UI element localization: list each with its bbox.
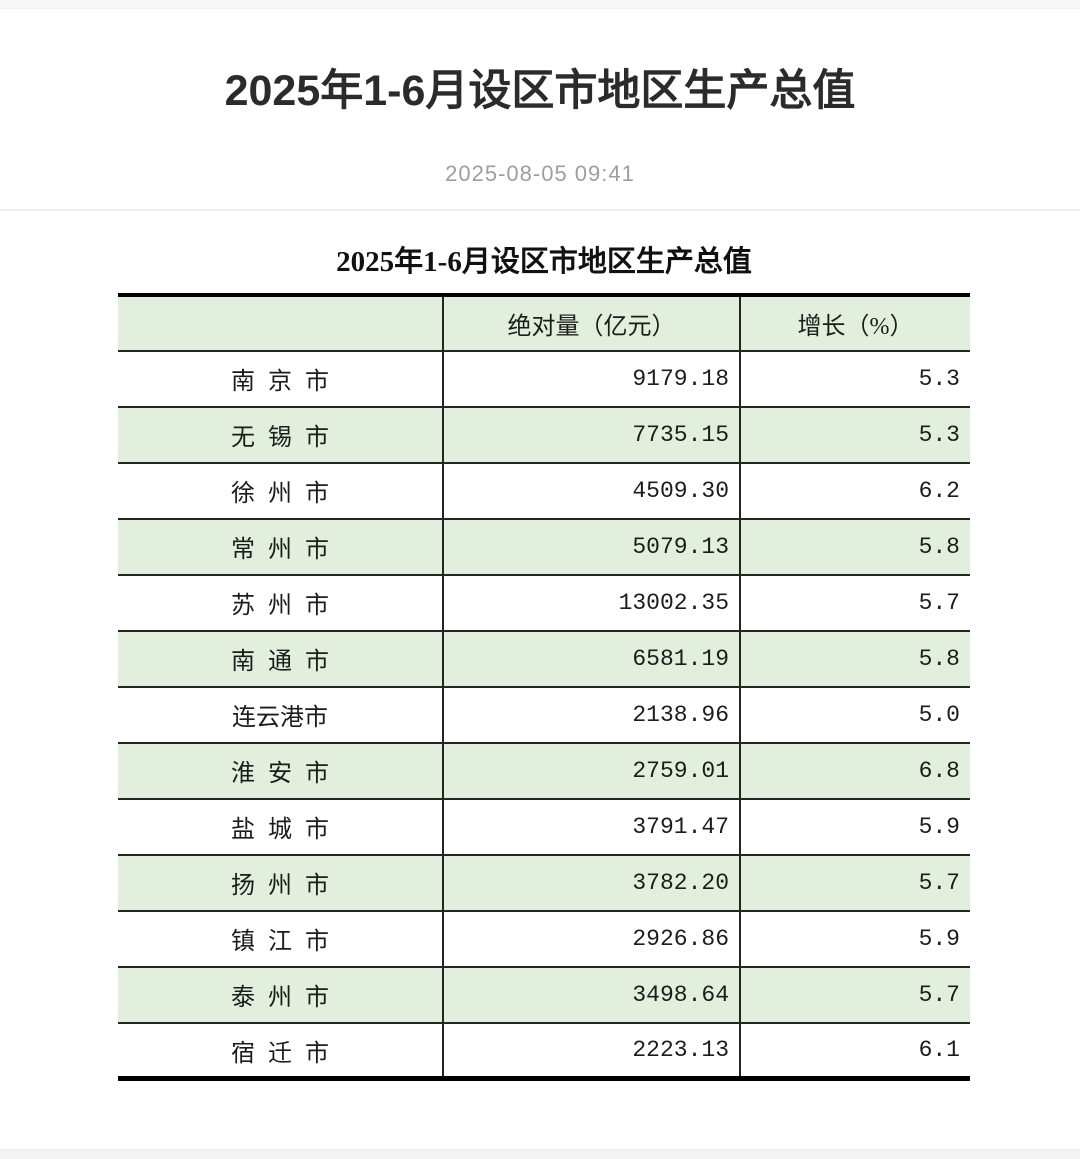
section-divider [0,208,1080,211]
table-row: 苏 州 市 13002.35 5.7 [118,573,970,631]
growth-cell: 6.8 [739,741,970,799]
city-cell: 泰 州 市 [118,965,443,1023]
column-header-absolute-amount: 绝对量（亿元） [442,294,740,351]
growth-cell: 6.1 [739,1021,970,1079]
growth-cell: 5.8 [739,517,970,575]
city-cell: 徐 州 市 [118,461,443,519]
value-cell: 2926.86 [442,909,740,967]
table-header-row: 绝对量（亿元） 增长（%） [118,294,970,351]
table-row: 无 锡 市 7735.15 5.3 [118,405,970,463]
growth-cell: 5.9 [739,909,970,967]
city-cell: 连云港市 [118,685,443,743]
top-edge-strip [0,0,1080,9]
growth-cell: 5.0 [739,685,970,743]
article-content: 2025年1-6月设区市地区生产总值 绝对量（亿元） 增长（%） 南 京 市 91… [118,238,970,1082]
value-cell: 2223.13 [442,1021,740,1079]
city-cell: 宿 迁 市 [118,1021,443,1079]
city-cell: 南 通 市 [118,629,443,687]
table-title: 2025年1-6月设区市地区生产总值 [336,245,752,278]
city-cell: 南 京 市 [118,349,443,407]
table-row: 淮 安 市 2759.01 6.8 [118,741,970,799]
growth-cell: 5.3 [739,405,970,463]
table-row: 泰 州 市 3498.64 5.7 [118,965,970,1023]
table-row: 南 京 市 9179.18 5.3 [118,349,970,407]
publish-date: 2025-08-05 09:41 [445,160,635,186]
city-cell: 镇 江 市 [118,909,443,967]
city-cell: 盐 城 市 [118,797,443,855]
value-cell: 13002.35 [442,573,740,631]
gdp-table: 绝对量（亿元） 增长（%） 南 京 市 9179.18 5.3 无 锡 市 7735.1… [118,292,970,1082]
value-cell: 3791.47 [442,797,740,855]
table-row: 南 通 市 6581.19 5.8 [118,629,970,687]
value-cell: 9179.18 [442,349,740,407]
city-cell: 常 州 市 [118,517,443,575]
table-row: 扬 州 市 3782.20 5.7 [118,853,970,911]
bottom-edge-strip [0,1149,1080,1159]
column-header-city [118,294,443,351]
value-cell: 6581.19 [442,629,740,687]
growth-cell: 5.7 [739,965,970,1023]
value-cell: 3498.64 [442,965,740,1023]
table-row: 宿 迁 市 2223.13 6.1 [118,1021,970,1079]
city-cell: 苏 州 市 [118,573,443,631]
table-row: 徐 州 市 4509.30 6.2 [118,461,970,519]
table-row: 镇 江 市 2926.86 5.9 [118,909,970,967]
value-cell: 7735.15 [442,405,740,463]
column-header-growth: 增长（%） [739,294,970,351]
table-row: 常 州 市 5079.13 5.8 [118,517,970,575]
value-cell: 4509.30 [442,461,740,519]
value-cell: 2759.01 [442,741,740,799]
value-cell: 3782.20 [442,853,740,911]
growth-cell: 5.9 [739,797,970,855]
table-row: 盐 城 市 3791.47 5.9 [118,797,970,855]
article-header: 2025年1-6月设区市地区生产总值 2025-08-05 09:41 [0,65,1080,187]
page-title: 2025年1-6月设区市地区生产总值 [224,67,856,115]
city-cell: 无 锡 市 [118,405,443,463]
growth-cell: 5.8 [739,629,970,687]
city-cell: 扬 州 市 [118,853,443,911]
table-row: 连云港市 2138.96 5.0 [118,685,970,743]
value-cell: 5079.13 [442,517,740,575]
growth-cell: 5.7 [739,853,970,911]
table-body: 南 京 市 9179.18 5.3 无 锡 市 7735.15 5.3 徐 州 市 4509.… [118,349,970,1079]
growth-cell: 5.7 [739,573,970,631]
growth-cell: 5.3 [739,349,970,407]
value-cell: 2138.96 [442,685,740,743]
growth-cell: 6.2 [739,461,970,519]
city-cell: 淮 安 市 [118,741,443,799]
